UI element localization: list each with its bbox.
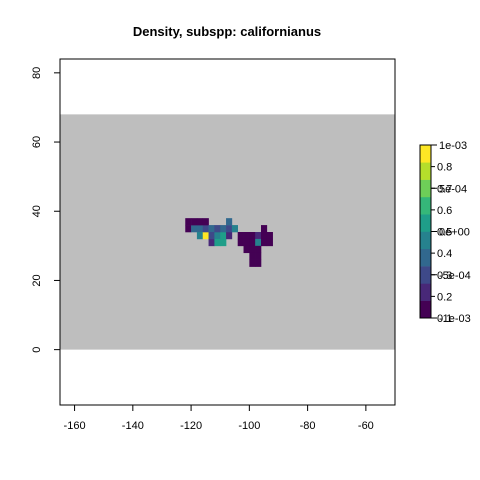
colorbar-label: 0.5: [437, 227, 452, 239]
chart-title: Density, subspp: californianus: [133, 24, 321, 39]
density-cell: [243, 245, 250, 254]
x-tick-label: -80: [300, 420, 316, 432]
density-cell: [249, 252, 256, 260]
colorbar-scale-label: 0e+00: [439, 227, 470, 239]
density-cell: [255, 252, 262, 260]
colorbar-scale-label: 1e-03: [439, 140, 467, 152]
density-cell: [196, 232, 204, 240]
density-cell: [261, 232, 268, 240]
colorbar-segment: [420, 162, 431, 180]
density-cell: [231, 225, 238, 233]
density-cell: [196, 225, 204, 233]
colorbar-segment: [420, 266, 431, 284]
x-tick-label: -120: [180, 420, 202, 432]
colorbar-segment: [420, 248, 431, 267]
colorbar-segment: [420, 231, 431, 250]
colorbar-label: 0.4: [437, 248, 452, 260]
density-cell: [255, 259, 262, 267]
colorbar-segment: [420, 283, 431, 301]
density-cell: [255, 232, 262, 240]
x-axis: -160 -140 -120 -100 -80 -60: [64, 404, 374, 432]
density-cell: [191, 225, 198, 233]
density-cell: [255, 245, 262, 254]
colorbar-scale-label: -5e-04: [439, 270, 471, 282]
colorbar-label: 0.6: [437, 205, 452, 217]
density-cell: [249, 232, 256, 240]
density-cell: [243, 232, 250, 240]
density-cell: [191, 218, 198, 226]
density-cell: [226, 218, 233, 226]
density-cell: [249, 259, 256, 267]
density-cell: [220, 232, 227, 240]
density-cell: [208, 238, 215, 247]
density-cells: [185, 218, 273, 267]
colorbar-label: 0.2: [437, 291, 452, 303]
density-cell: [266, 232, 273, 240]
density-cell: [261, 238, 268, 247]
y-tick-label: 20: [31, 274, 43, 286]
colorbar-segment: [420, 196, 431, 215]
density-cell: [208, 232, 215, 240]
colorbar-label: 0.8: [437, 162, 452, 174]
colorbar-label: 0.7: [437, 183, 452, 195]
density-cell: [255, 238, 262, 247]
density-cell: [185, 218, 192, 226]
density-cell: [243, 238, 250, 247]
density-cell: [226, 225, 233, 233]
x-tick-label: -100: [238, 420, 260, 432]
y-tick-label: 60: [31, 136, 43, 148]
density-cell: [249, 238, 256, 247]
colorbar-segment: [420, 214, 431, 232]
x-tick-label: -160: [64, 420, 86, 432]
colorbar-segment: [420, 145, 431, 163]
density-cell: [249, 245, 256, 254]
density-cell: [237, 238, 244, 247]
density-cell: [202, 225, 209, 233]
density-cell: [185, 225, 192, 233]
density-cell: [220, 238, 227, 247]
density-cell: [226, 232, 233, 240]
density-cell: [266, 238, 273, 247]
density-cell: [237, 232, 244, 240]
y-axis: 0 20 40 60 80: [31, 67, 61, 353]
y-tick-label: 40: [31, 205, 43, 217]
colorbar-segment: [420, 300, 431, 319]
density-cell: [208, 225, 215, 233]
density-cell: [202, 218, 209, 226]
colorbar-scale-label: 5e-04: [439, 183, 467, 195]
colorbar-scale-label: -1e-03: [439, 313, 471, 325]
y-tick-label: 0: [31, 347, 43, 353]
density-cell: [196, 218, 204, 226]
density-cell: [214, 238, 221, 247]
density-cell: [261, 225, 268, 233]
x-tick-label: -140: [122, 420, 144, 432]
density-cell: [202, 232, 209, 240]
colorbar-segment: [420, 179, 431, 198]
density-cell: [214, 225, 221, 233]
colorbar-label: 0.3: [437, 270, 452, 282]
y-tick-label: 80: [31, 67, 43, 79]
colorbar-legend: 0.1 0.2 0.3 0.4 0.5 0.6 0.7 0.8 -1e-03 -5e-04 0e+0…: [419, 140, 471, 325]
x-tick-label: -60: [358, 420, 374, 432]
density-cell: [220, 225, 227, 233]
colorbar-label: 0.1: [437, 313, 452, 325]
density-cell: [214, 232, 221, 240]
